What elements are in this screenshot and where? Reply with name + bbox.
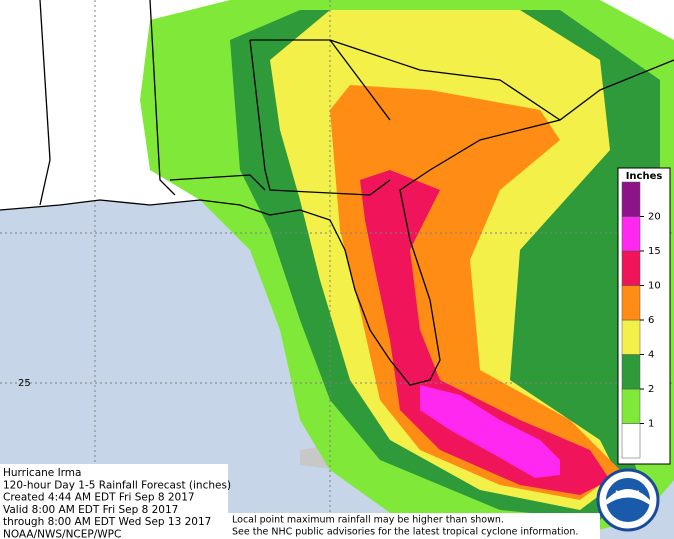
rain-10-15 xyxy=(360,170,610,495)
legend-swatch xyxy=(621,285,641,321)
info-line: through 8:00 AM EDT Wed Sep 13 2017 xyxy=(3,516,211,528)
logo-text: NOAA xyxy=(615,490,641,499)
legend-swatch xyxy=(621,354,641,390)
disclaimer-line: See the NHC public advisories for the la… xyxy=(232,527,578,538)
legend-label: 15 xyxy=(648,246,661,257)
legend-label: 2 xyxy=(648,384,654,395)
info-line: NOAA/NWS/NCEP/WPC xyxy=(3,529,121,539)
legend-title: Inches xyxy=(626,171,663,182)
info-line: Created 4:44 AM EDT Fri Sep 8 2017 xyxy=(3,492,195,504)
legend-label: 10 xyxy=(648,281,661,292)
legend-label: 6 xyxy=(648,315,654,326)
disclaimer-text: Local point maximum rainfall may be high… xyxy=(232,515,578,538)
logo-gull xyxy=(606,489,650,505)
rain-15-20 xyxy=(420,385,560,478)
legend-swatch xyxy=(621,181,641,217)
disclaimer-box xyxy=(228,513,600,539)
legend-label: 1 xyxy=(648,419,654,430)
legend-swatch xyxy=(621,216,641,252)
legend-swatch xyxy=(621,388,641,424)
legend-swatch xyxy=(621,250,641,286)
legend: Inches 1 2 4 6 10 15 20 xyxy=(617,167,671,465)
legend-swatch xyxy=(621,423,641,459)
legend-swatch xyxy=(621,319,641,355)
disclaimer-line: Local point maximum rainfall may be high… xyxy=(232,515,504,526)
info-line: Valid 8:00 AM EDT Fri Sep 8 2017 xyxy=(3,504,178,516)
logo-center xyxy=(606,478,650,522)
info-line: Hurricane Irma xyxy=(3,467,81,479)
latitude-label: 25 xyxy=(18,378,31,389)
legend-label: 20 xyxy=(648,212,661,223)
legend-label: 4 xyxy=(648,350,654,361)
noaa-logo: NOAA xyxy=(596,468,660,532)
info-box xyxy=(0,464,228,539)
coastlines xyxy=(0,0,674,386)
info-line: 120-hour Day 1-5 Rainfall Forecast (inch… xyxy=(3,479,231,491)
